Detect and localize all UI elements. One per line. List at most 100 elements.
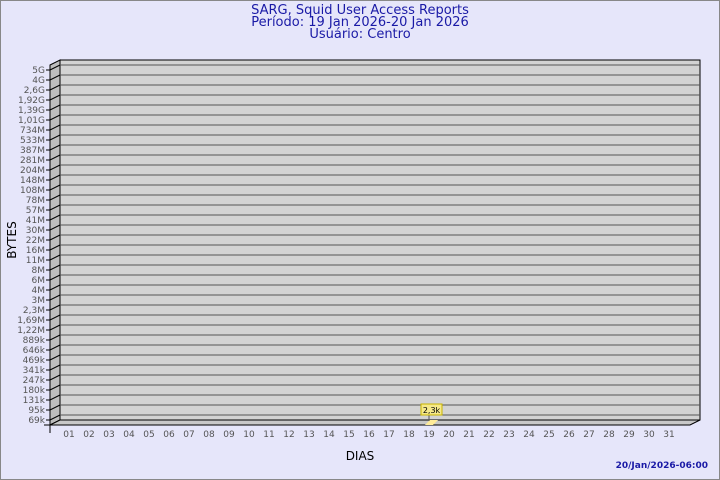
plot-floor: [49, 419, 701, 426]
x-tick-label: 23: [503, 430, 514, 440]
y-tick-label: 5G: [32, 66, 45, 76]
y-tick-label: 1,01G: [18, 116, 45, 126]
y-tick-diagonal: [49, 174, 61, 181]
x-tick-label: 12: [283, 430, 294, 440]
x-tick-label: 02: [83, 430, 94, 440]
x-tick-label: 24: [523, 430, 535, 440]
y-tick-label: 108M: [20, 186, 45, 196]
y-tick-diagonal: [49, 364, 61, 371]
chart-subtitle-user: Usuário: Centro: [309, 27, 411, 42]
y-tick-label: 281M: [20, 156, 45, 166]
y-tick-label: 57M: [26, 206, 45, 216]
y-tick-diagonal: [49, 384, 61, 391]
x-tick-label: 16: [363, 430, 375, 440]
x-tick-label: 26: [563, 430, 575, 440]
y-tick-label: 204M: [20, 166, 45, 176]
x-tick-label: 14: [323, 430, 335, 440]
y-tick-diagonal: [49, 394, 61, 401]
x-tick-label: 30: [643, 430, 655, 440]
x-tick-label: 11: [263, 430, 274, 440]
y-tick-diagonal: [49, 104, 61, 111]
x-tick-label: 03: [103, 430, 114, 440]
x-tick-label: 20: [443, 430, 455, 440]
y-tick-label: 2,6G: [24, 86, 45, 96]
x-tick-label: 10: [243, 430, 255, 440]
y-tick-label: 95k: [28, 406, 45, 416]
y-tick-label: 247k: [23, 376, 46, 386]
x-tick-label: 15: [343, 430, 354, 440]
x-tick-label: 27: [583, 430, 594, 440]
y-tick-diagonal: [49, 184, 61, 191]
y-tick-label: 8M: [32, 266, 46, 276]
y-tick-diagonal: [49, 204, 61, 211]
chart-title: SARG, Squid User Access Reports: [251, 3, 469, 18]
bar-19: [425, 420, 438, 425]
y-tick-diagonal: [49, 334, 61, 341]
x-tick-label: 29: [623, 430, 635, 440]
y-tick-diagonal: [49, 164, 61, 171]
y-tick-label: 180k: [23, 386, 46, 396]
x-tick-label: 04: [123, 430, 135, 440]
y-tick-diagonal: [49, 374, 61, 381]
chart-subtitle-period: Período: 19 Jan 2026-20 Jan 2026: [251, 15, 469, 30]
y-tick-label: 30M: [26, 226, 45, 236]
y-tick-label: 4G: [32, 76, 45, 86]
x-tick-label: 28: [603, 430, 615, 440]
y-tick-diagonal: [49, 404, 61, 411]
y-tick-diagonal: [49, 234, 61, 241]
y-tick-diagonal: [49, 324, 61, 331]
x-axis-title: DIAS: [346, 449, 375, 463]
y-tick-diagonal: [49, 64, 61, 71]
y-tick-diagonal: [49, 294, 61, 301]
y-tick-diagonal: [49, 314, 61, 321]
x-tick-label: 07: [183, 430, 194, 440]
y-tick-label: 41M: [26, 216, 45, 226]
y-tick-label: 22M: [26, 236, 45, 246]
y-tick-diagonal: [49, 224, 61, 231]
y-tick-label: 4M: [32, 286, 46, 296]
x-tick-label: 25: [543, 430, 554, 440]
x-tick-label: 19: [423, 430, 435, 440]
y-tick-diagonal: [49, 244, 61, 251]
y-tick-diagonal: [49, 284, 61, 291]
y-tick-label: 387M: [20, 146, 45, 156]
y-tick-label: 78M: [26, 196, 45, 206]
x-tick-label: 31: [663, 430, 674, 440]
data-label: 2,3k: [423, 406, 441, 415]
y-tick-label: 16M: [26, 246, 45, 256]
data-label-box: [420, 403, 443, 416]
y-tick-label: 1,39G: [18, 106, 45, 116]
x-tick-label: 05: [143, 430, 154, 440]
x-tick-label: 22: [483, 430, 494, 440]
y-tick-diagonal: [49, 144, 61, 151]
x-tick-label: 08: [203, 430, 215, 440]
y-tick-label: 469k: [23, 356, 46, 366]
y-tick-diagonal: [49, 124, 61, 131]
y-tick-diagonal: [49, 304, 61, 311]
y-tick-label: 1,69M: [17, 316, 45, 326]
y-tick-diagonal: [49, 214, 61, 221]
x-tick-label: 06: [163, 430, 175, 440]
y-tick-label: 6M: [32, 276, 46, 286]
y-tick-diagonal: [49, 74, 61, 81]
y-tick-label: 1,22M: [17, 326, 45, 336]
x-tick-label: 18: [403, 430, 415, 440]
x-tick-label: 09: [223, 430, 235, 440]
x-tick-label: 01: [63, 430, 74, 440]
y-tick-label: 69k: [28, 416, 45, 426]
y-tick-label: 11M: [26, 256, 45, 266]
y-tick-diagonal: [49, 274, 61, 281]
y-tick-label: 1,92G: [18, 96, 45, 106]
x-tick-label: 17: [383, 430, 394, 440]
y-tick-label: 2,3M: [23, 306, 45, 316]
y-tick-label: 646k: [23, 346, 46, 356]
y-tick-label: 734M: [20, 126, 45, 136]
x-tick-label: 13: [303, 430, 314, 440]
y-axis-title: BYTES: [5, 221, 19, 258]
y-tick-diagonal: [49, 344, 61, 351]
plot-side-wall: [49, 59, 61, 426]
y-tick-label: 341k: [23, 366, 46, 376]
plot-back-wall: [59, 59, 701, 421]
x-tick-label: 21: [463, 430, 474, 440]
